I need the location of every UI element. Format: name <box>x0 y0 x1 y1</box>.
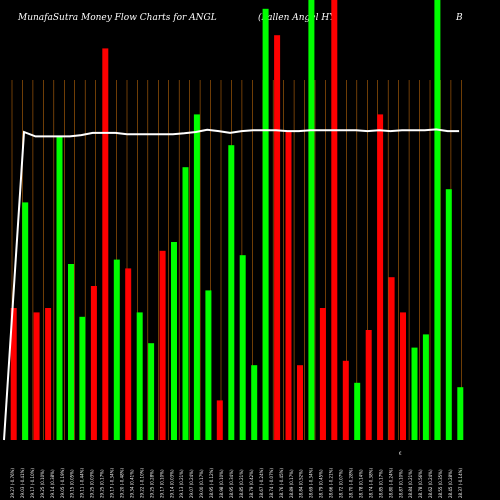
chart-subtitle: (Fallen Angel HY <box>258 13 336 23</box>
money-flow-bars <box>10 0 464 441</box>
bar-up <box>79 316 86 440</box>
x-tick-label: 29.22 (-0.10%) <box>139 468 144 498</box>
bar-up <box>308 0 315 440</box>
x-tick-label: 28.98 (0.10%) <box>219 469 224 498</box>
bar-up <box>228 145 235 440</box>
chart-title: MunafaSutra Money Flow Charts for ANGL <box>18 13 217 23</box>
bar-up <box>148 343 155 440</box>
bar-up <box>262 8 269 441</box>
x-tick-label: 28.89 (0.17%) <box>289 469 294 498</box>
bar-down <box>319 308 326 440</box>
bar-up <box>68 264 74 440</box>
bar-down <box>342 360 349 440</box>
x-tick-labels: 29.27 (-0.76%) 29.03 (-0.41%) 29.17 (-0.10… <box>10 468 463 498</box>
x-tick-label: 28.79 (0.45%) <box>319 469 324 498</box>
bar-down <box>90 286 97 440</box>
x-tick-label: 29.20 (-0.48%) <box>120 468 125 498</box>
bar-up <box>22 202 29 440</box>
x-tick-label: 28.78 (0.14%) <box>359 469 364 498</box>
bar-up <box>205 290 212 440</box>
currency-mark: € <box>399 451 402 456</box>
x-tick-label: 28.67 (-0.24%) <box>259 468 264 498</box>
bar-down <box>365 330 372 440</box>
bar-up <box>445 189 452 440</box>
bar-down <box>400 312 406 440</box>
bar-up <box>136 312 143 440</box>
x-tick-label: 29.25 (0.17%) <box>100 469 105 498</box>
x-tick-label: 28.45 (0.28%) <box>448 469 453 498</box>
x-tick-label: 29.15 (0.05%) <box>70 469 75 498</box>
bar-up <box>251 365 258 440</box>
x-tick-label: 28.78 (0.56%) <box>418 469 423 498</box>
bar-down <box>159 250 166 440</box>
x-tick-label: 28.70 (-0.28%) <box>349 468 354 498</box>
x-tick-label: 29.14 (0.38%) <box>50 469 55 498</box>
bar-up <box>182 167 189 440</box>
x-tick-label: 28.95 (0.34%) <box>229 469 234 498</box>
x-tick-label: 28.95 (-0.12%) <box>209 468 214 498</box>
x-tick-label: 28.76 (-0.45%) <box>279 468 284 498</box>
bar-down <box>45 308 52 440</box>
x-tick-label: 29.05 (-0.19%) <box>60 468 65 498</box>
bar-down <box>331 0 338 440</box>
x-tick-label: 29.03 (-0.41%) <box>20 468 25 498</box>
x-tick-label: 28.85 (0.17%) <box>378 469 383 498</box>
bar-down <box>10 308 17 440</box>
bar-down <box>285 132 292 440</box>
x-tick-label: 29.14 (0.03%) <box>169 469 174 498</box>
bar-down <box>125 268 132 440</box>
x-tick-label: 29.25 (0.28%) <box>149 469 154 498</box>
x-tick-label: 28.85 (0.21%) <box>239 469 244 498</box>
x-tick-label: 29.17 (-0.34%) <box>110 468 115 498</box>
x-tick-label: 29.17 (-0.10%) <box>30 468 35 498</box>
x-tick-label: 28.37 (-0.14%) <box>458 468 463 498</box>
x-tick-label: 28.66 (-0.21%) <box>329 468 334 498</box>
money-flow-line <box>3 128 460 441</box>
x-tick-label: 29.13 (0.21%) <box>179 469 184 498</box>
x-tick-label: 29.25 (0.10%) <box>40 469 45 498</box>
x-tick-label: 28.55 (0.35%) <box>438 469 443 498</box>
bar-up <box>113 259 120 440</box>
bar-down <box>274 35 281 440</box>
x-tick-label: 28.79 (0.42%) <box>249 469 254 498</box>
x-tick-label: 29.17 (0.10%) <box>159 469 164 498</box>
x-tick-label: 28.69 (-0.34%) <box>309 468 314 498</box>
x-tick-label: 28.84 (0.21%) <box>408 469 413 498</box>
x-tick-label: 28.80 (-0.24%) <box>388 468 393 498</box>
x-tick-label: 28.74 (-0.38%) <box>368 468 373 498</box>
bar-down <box>216 400 223 440</box>
bar-up <box>457 387 464 440</box>
x-tick-label: 29.11 (-0.44%) <box>80 468 85 498</box>
bar-up <box>171 242 177 440</box>
x-tick-label: 28.72 (0.07%) <box>339 469 344 498</box>
bar-up <box>193 114 200 441</box>
bar-up <box>354 382 361 440</box>
bar-down <box>102 48 109 441</box>
x-tick-label: 28.74 (-0.07%) <box>269 468 274 498</box>
bar-down <box>33 312 40 440</box>
x-tick-label: 29.27 (-0.76%) <box>10 468 15 498</box>
chart-title-tail: B <box>456 13 463 23</box>
x-tick-label: 29.34 (0.41%) <box>130 469 135 498</box>
bar-up <box>239 255 246 440</box>
x-tick-label: 29.00 (0.17%) <box>199 469 204 498</box>
bar-up <box>56 136 63 440</box>
bar-down <box>388 277 395 440</box>
x-tick-label: 29.25 (0.03%) <box>90 469 95 498</box>
bar-down <box>377 114 384 441</box>
bar-up <box>434 0 441 440</box>
x-tick-label: 28.62 (0.24%) <box>428 469 433 498</box>
bar-down <box>297 365 303 440</box>
x-tick-label: 28.87 (0.10%) <box>398 469 403 498</box>
bar-up <box>422 334 429 440</box>
x-tick-label: 29.07 (0.24%) <box>189 469 194 498</box>
bar-up <box>411 347 418 440</box>
x-tick-label: 28.84 (0.52%) <box>299 469 304 498</box>
